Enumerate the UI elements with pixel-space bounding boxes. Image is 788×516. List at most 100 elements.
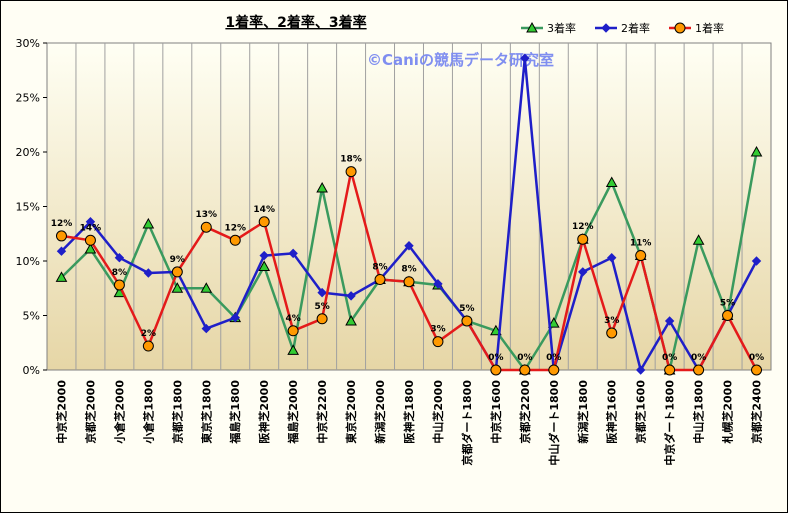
series-point [548, 364, 560, 376]
series-point [664, 364, 676, 376]
x-tick-label: 中京芝2200 [315, 380, 329, 444]
x-tick-label: 中山芝2000 [431, 380, 445, 444]
series-point [171, 282, 184, 293]
series-point [607, 253, 617, 263]
series-point [692, 234, 705, 245]
legend-label: 3着率 [547, 21, 576, 35]
series-point [142, 217, 155, 229]
series-point [520, 53, 530, 63]
x-tick-label: 京都芝2200 [518, 380, 532, 444]
series-point [171, 266, 183, 278]
series-point [693, 364, 705, 376]
legend-label: 1着率 [695, 21, 724, 35]
series-point [316, 313, 328, 325]
series-point [605, 176, 618, 188]
x-tick-label: 京都ダート1800 [460, 380, 474, 466]
data-label: 18% [340, 155, 362, 165]
chart-title: 1着率、2着率、3着率 [225, 14, 366, 31]
y-tick-label: 30% [16, 37, 40, 50]
series-point [201, 323, 211, 334]
series-point [346, 291, 356, 301]
series-point [345, 314, 357, 326]
grid-lines [75, 43, 743, 370]
series-point [432, 336, 444, 348]
x-tick-label: 京都芝1800 [170, 380, 184, 444]
series-point [403, 276, 415, 288]
series-point [404, 241, 414, 251]
y-axis: 0% 5% 10% 15% 20% 25% 30% [16, 37, 47, 377]
series-point [142, 340, 154, 352]
legend-marker [526, 21, 538, 33]
data-label: 11% [630, 239, 652, 249]
series-point [751, 256, 762, 266]
series-point [287, 325, 299, 337]
legend-marker [601, 23, 611, 33]
x-tick-label: 京都芝2000 [83, 380, 97, 444]
series-point [288, 248, 298, 259]
series-point [258, 216, 270, 228]
y-tick-label: 5% [23, 310, 40, 323]
series-point [519, 364, 531, 376]
series-point [578, 267, 588, 277]
legend-label: 2着率 [621, 21, 650, 35]
watermark: ©Caniの競馬データ研究室 [367, 51, 554, 69]
y-tick-label: 25% [16, 92, 40, 105]
series-point [635, 365, 646, 375]
series-point [374, 274, 386, 286]
series-point [606, 327, 618, 339]
data-label: 0% [517, 353, 532, 363]
x-tick-label: 福島芝2000 [286, 380, 300, 445]
x-tick-label: 中京芝2000 [54, 380, 68, 444]
data-label: 5% [720, 299, 735, 309]
data-label: 0% [749, 353, 764, 363]
y-tick-label: 15% [16, 201, 40, 214]
series-point [200, 282, 213, 293]
data-label: 8% [372, 263, 387, 273]
x-tick-label: 中山ダート1800 [547, 380, 561, 466]
series-point [55, 230, 67, 242]
x-tick-label: 中京芝1600 [489, 380, 503, 444]
series-point [750, 145, 763, 157]
y-tick-label: 10% [16, 255, 40, 268]
x-tick-label: 新潟芝1800 [576, 380, 590, 444]
data-label: 2% [141, 329, 156, 339]
x-tick-label: 小倉芝2000 [112, 380, 126, 445]
x-tick-label: 京都芝1600 [634, 380, 648, 444]
series-point [577, 233, 589, 245]
data-label: 5% [459, 304, 474, 314]
series-point [751, 364, 763, 376]
data-label: 0% [662, 353, 677, 363]
data-label: 14% [80, 223, 102, 233]
series-point [259, 250, 269, 261]
x-tick-label: 札幌芝2000 [721, 380, 735, 445]
data-label: 8% [112, 268, 127, 278]
series-point [547, 317, 560, 328]
series-point [317, 287, 327, 298]
series-point [56, 246, 67, 256]
x-tick-label: 東京芝2000 [344, 380, 358, 444]
plot-area [46, 42, 772, 371]
data-label: 8% [401, 265, 416, 275]
series-point [345, 166, 357, 178]
x-axis: 中京芝2000 京都芝2000 小倉芝2000 小倉芝1800 京都芝1800 東京芝18… [54, 380, 763, 466]
data-label: 9% [170, 255, 185, 265]
legend-marker [674, 22, 686, 34]
x-tick-label: 中京ダート1800 [663, 380, 677, 466]
data-label: 5% [314, 302, 329, 312]
legend: 3着率 2着率 1着率 [521, 21, 724, 35]
x-tick-label: 小倉芝1800 [141, 380, 155, 445]
x-tick-label: 東京芝1800 [199, 380, 213, 444]
x-tick-label: 京都芝2400 [750, 380, 764, 444]
x-tick-label: 阪神芝1600 [605, 380, 619, 444]
data-labels: 12% 14% 8% 2% 9% 13% 12% 14% 4% 5% 18% 8% 8% 3% 5% 0% 0%… [51, 155, 764, 363]
data-label: 4% [286, 314, 301, 324]
series-point [258, 260, 271, 271]
series-point [85, 217, 96, 227]
series-point [635, 250, 647, 262]
data-label: 3% [604, 316, 619, 326]
series-point [316, 181, 328, 193]
series-point [664, 316, 675, 326]
data-label: 0% [546, 353, 561, 363]
data-label: 13% [196, 210, 218, 220]
